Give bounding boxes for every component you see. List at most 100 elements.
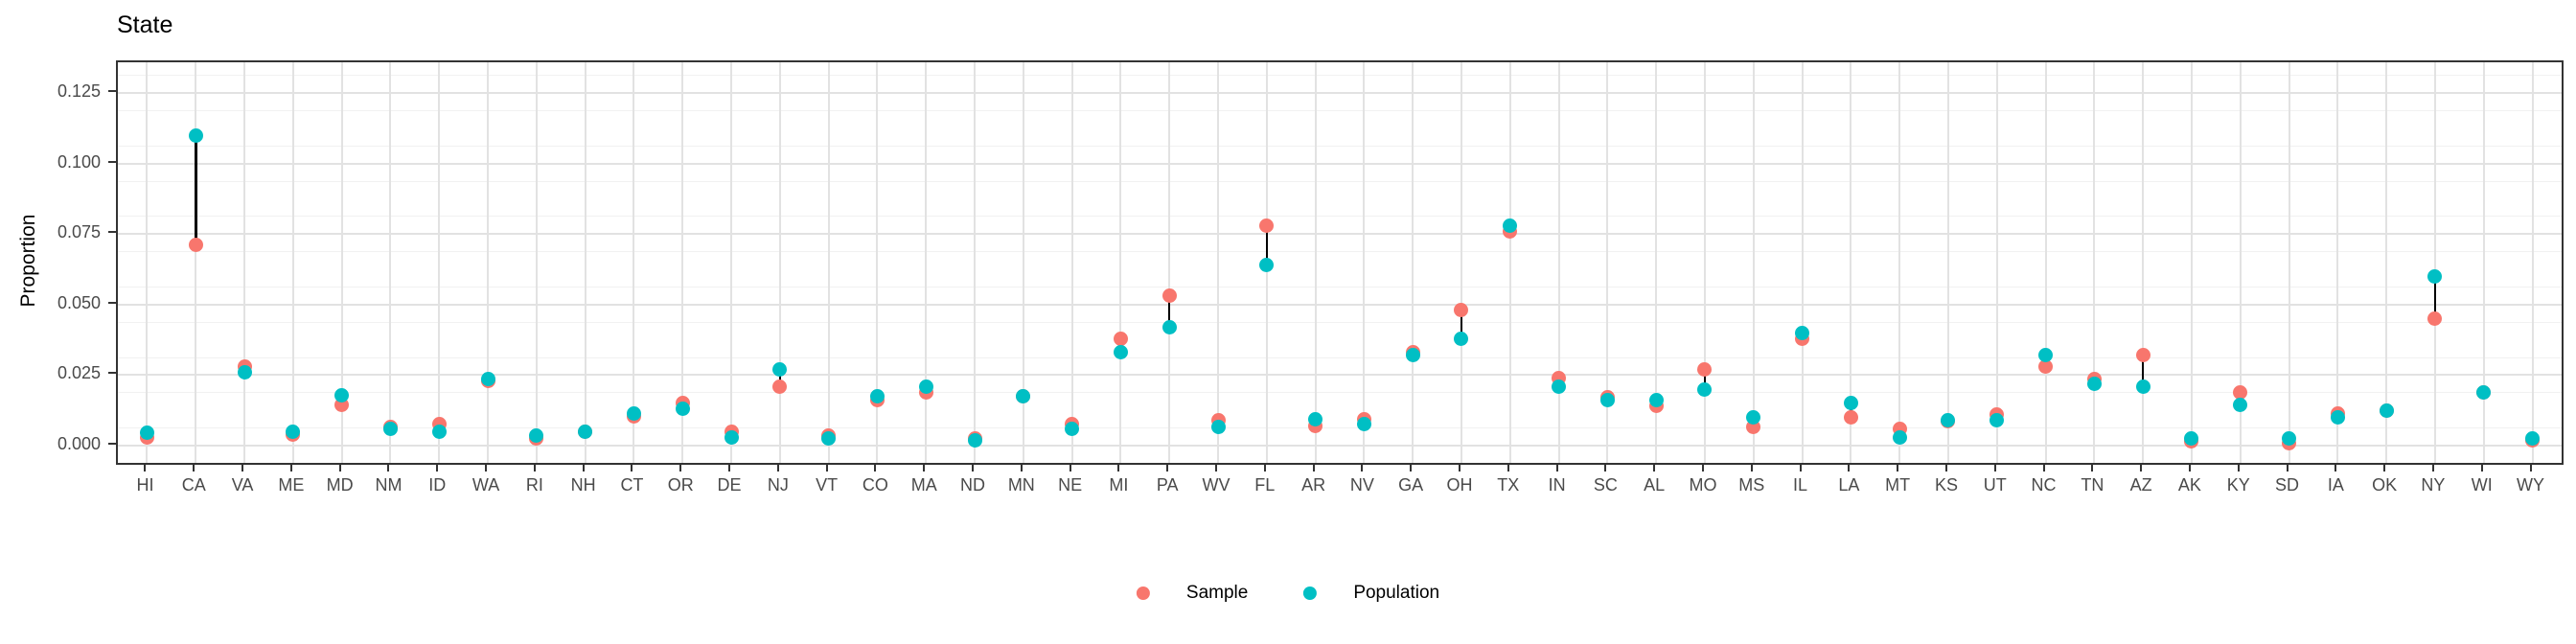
population-dot <box>675 402 690 417</box>
x-tick <box>2529 463 2532 472</box>
population-dot <box>821 431 837 447</box>
x-tick <box>1555 463 1558 472</box>
v-gridline <box>1557 62 1560 463</box>
population-dot <box>1405 348 1420 363</box>
x-tick-label: MA <box>910 475 937 494</box>
population-dot <box>237 364 252 380</box>
v-gridline <box>2433 62 2436 463</box>
population-dot <box>1941 413 1956 427</box>
x-tick <box>1215 463 1217 472</box>
x-tick-label: IL <box>1793 475 1808 494</box>
v-gridline <box>1022 62 1024 463</box>
v-gridline <box>632 62 635 463</box>
x-tick-label: AL <box>1644 475 1666 494</box>
y-tick-label: 0.125 <box>57 81 101 101</box>
x-tick-label: AR <box>1301 475 1326 494</box>
x-tick-label: RI <box>525 475 543 494</box>
x-tick <box>874 463 877 472</box>
population-dot <box>139 426 154 441</box>
x-tick <box>728 463 731 472</box>
y-tick <box>108 160 116 163</box>
v-gridline <box>2288 62 2290 463</box>
v-gridline <box>1850 62 1852 463</box>
x-tick <box>387 463 390 472</box>
v-gridline <box>1508 62 1511 463</box>
population-dot <box>334 387 350 402</box>
v-gridline <box>1412 62 1414 463</box>
v-gridline <box>2385 62 2388 463</box>
v-gridline <box>1168 62 1171 463</box>
legend: Sample Population <box>1136 583 1439 604</box>
y-tick <box>108 443 116 445</box>
v-gridline <box>778 62 781 463</box>
x-tick <box>2286 463 2288 472</box>
x-tick <box>289 463 292 472</box>
sample-dot <box>2135 348 2150 363</box>
x-tick <box>2431 463 2434 472</box>
population-dot <box>626 405 641 421</box>
x-tick <box>1069 463 1071 472</box>
v-gridline <box>195 62 197 463</box>
sample-swatch-icon <box>1136 586 1150 600</box>
population-dot <box>1454 331 1469 346</box>
x-tick <box>582 463 585 472</box>
sample-dot <box>1113 331 1128 346</box>
x-tick <box>1944 463 1947 472</box>
x-tick-label: TX <box>1497 475 1520 494</box>
population-dot <box>480 372 495 387</box>
population-dot <box>2427 268 2443 284</box>
x-tick-label: SD <box>2275 475 2300 494</box>
x-tick-label: NE <box>1058 475 1083 494</box>
x-tick <box>1653 463 1656 472</box>
v-gridline <box>1752 62 1755 463</box>
v-gridline <box>487 62 490 463</box>
v-gridline <box>2142 62 2145 463</box>
y-tick-label: 0.100 <box>57 151 101 172</box>
x-tick <box>2140 463 2143 472</box>
x-tick-label: MS <box>1738 475 1765 494</box>
x-tick-label: WV <box>1202 475 1230 494</box>
population-dot <box>967 432 982 448</box>
x-tick-label: KS <box>1934 475 1958 494</box>
v-gridline <box>1070 62 1073 463</box>
sample-dot <box>1843 410 1858 426</box>
v-gridline <box>1363 62 1366 463</box>
h-gridline-major <box>118 92 2562 94</box>
x-tick <box>679 463 682 472</box>
x-tick-label: MN <box>1007 475 1035 494</box>
h-gridline-minor <box>118 251 2562 253</box>
v-gridline <box>1995 62 1998 463</box>
connector-segment <box>1460 310 1463 339</box>
x-tick-label: MI <box>1109 475 1129 494</box>
x-tick-label: WA <box>472 475 500 494</box>
h-gridline-major <box>118 162 2562 165</box>
x-tick-label: CA <box>181 475 206 494</box>
v-gridline <box>1119 62 1122 463</box>
x-tick-label: PA <box>1156 475 1179 494</box>
h-gridline-minor <box>118 145 2562 147</box>
x-tick-label: IN <box>1548 475 1566 494</box>
population-dot <box>2525 431 2541 447</box>
population-dot <box>286 424 301 439</box>
population-dot <box>2330 410 2345 426</box>
x-tick <box>1604 463 1607 472</box>
population-dot <box>1648 393 1664 408</box>
x-tick-label: AK <box>2177 475 2201 494</box>
v-gridline <box>925 62 928 463</box>
x-tick <box>776 463 779 472</box>
v-gridline <box>1460 62 1462 463</box>
population-dot <box>1065 421 1080 436</box>
population-dot <box>1892 429 1907 445</box>
connector-segment <box>2141 355 2145 387</box>
v-gridline <box>1606 62 1609 463</box>
h-gridline-minor <box>118 321 2562 323</box>
population-dot <box>188 127 203 143</box>
x-tick-label: MD <box>326 475 354 494</box>
population-dot <box>1356 417 1371 432</box>
v-gridline <box>730 62 733 463</box>
v-gridline <box>1703 62 1706 463</box>
x-tick <box>1263 463 1266 472</box>
legend-label-sample: Sample <box>1185 583 1249 603</box>
h-gridline-minor <box>118 427 2562 429</box>
